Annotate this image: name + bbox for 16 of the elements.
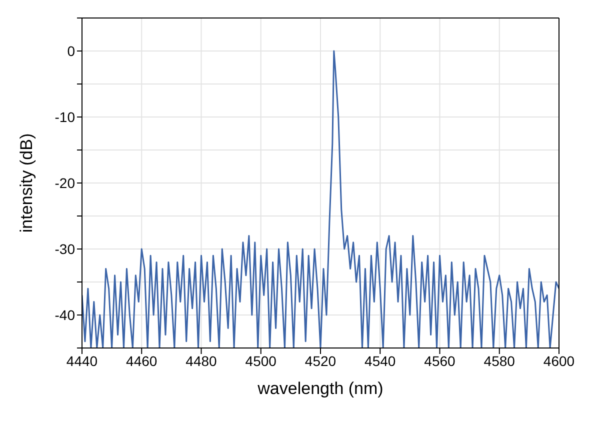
x-tick-label: 4520 [304, 352, 336, 369]
x-tick-label: 4580 [484, 352, 516, 369]
x-tick-label: 4540 [364, 352, 396, 369]
x-tick-label: 4460 [126, 352, 158, 369]
x-tick-label: 4480 [186, 352, 218, 369]
y-tick-label: -30 [54, 240, 76, 257]
x-tick-label: 4600 [543, 352, 575, 369]
y-tick-label: -20 [54, 174, 76, 191]
y-tick-label: -10 [54, 108, 76, 125]
y-axis-title: intensity (dB) [17, 133, 36, 233]
x-tick-label: 4500 [245, 352, 277, 369]
y-tick-label: -40 [54, 306, 76, 323]
x-tick-label: 4560 [424, 352, 456, 369]
x-axis-title: wavelength (nm) [256, 379, 384, 398]
x-tick-label: 4440 [66, 352, 98, 369]
y-tick-label: 0 [67, 42, 76, 59]
